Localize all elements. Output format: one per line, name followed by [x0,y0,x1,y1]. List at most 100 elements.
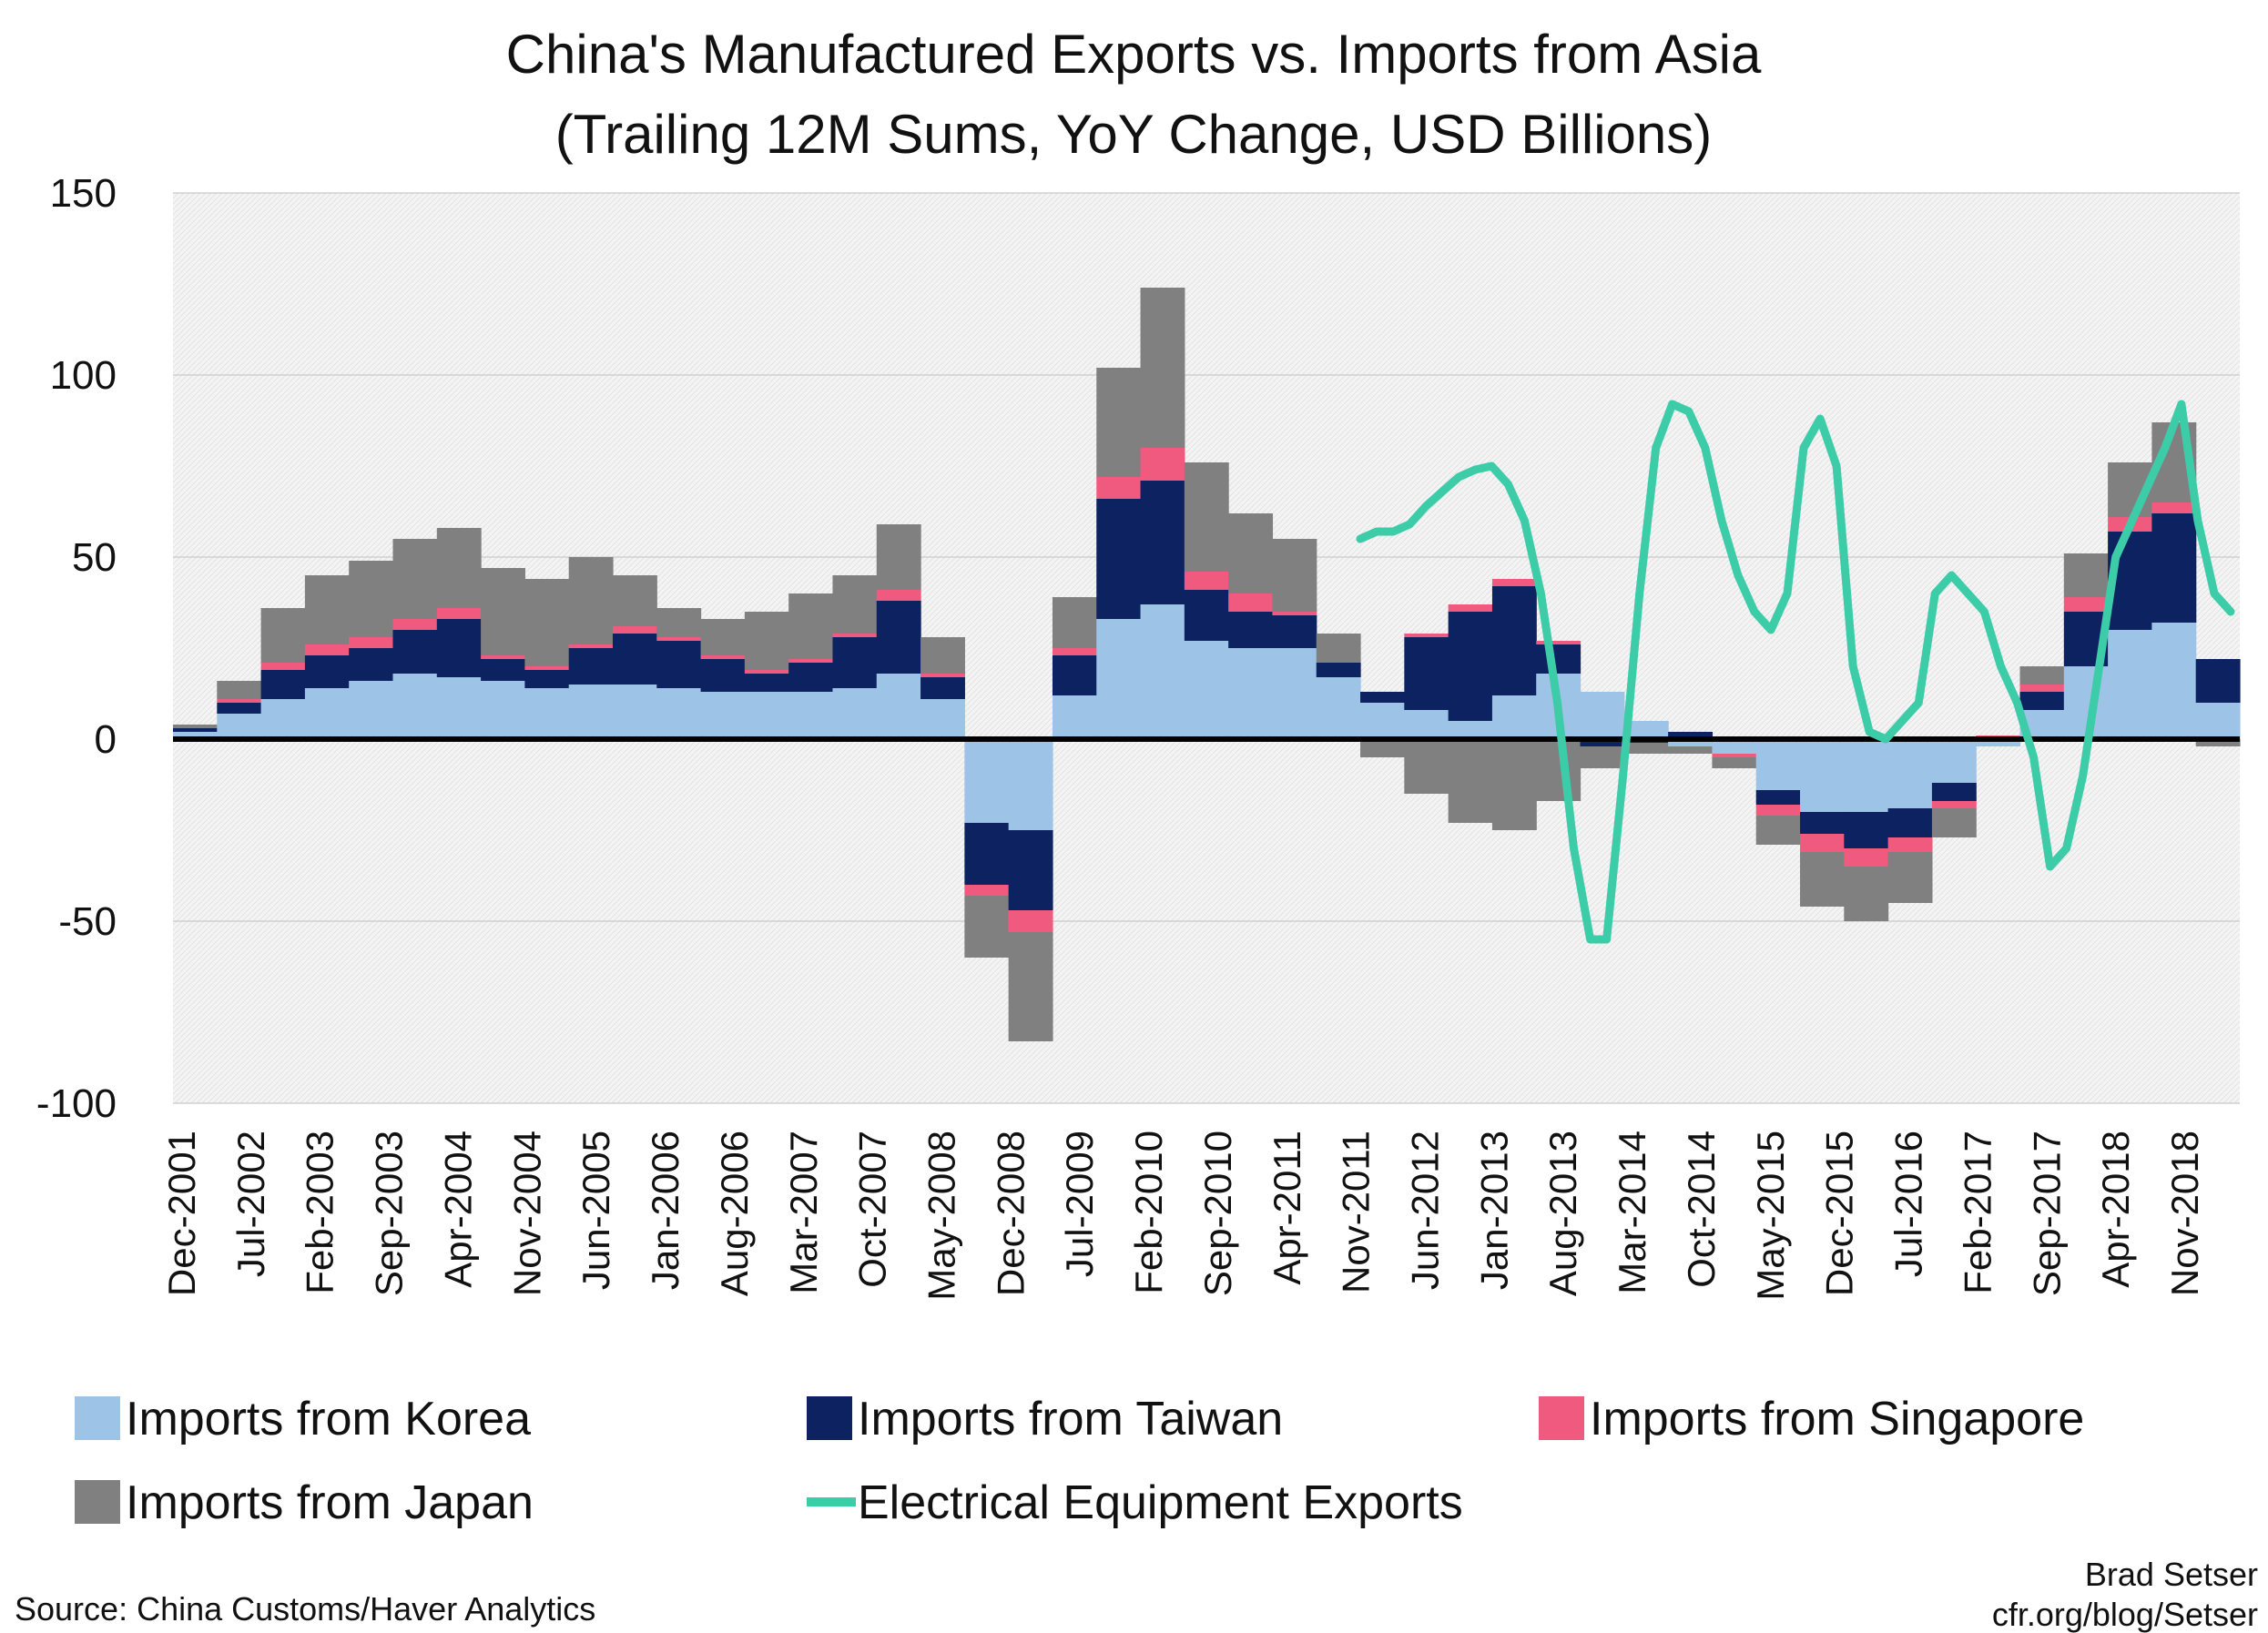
bar-segment [1887,808,1933,837]
bar-segment [349,681,394,739]
x-tick-label: May-2015 [1749,1131,1792,1301]
bar-segment [1844,739,1889,812]
x-tick-label: Dec-2008 [989,1131,1032,1296]
bar-segment [217,714,262,739]
bar-segment [1712,754,1757,757]
bar-segment [1448,604,1493,612]
bar-segment [1404,634,1449,637]
bar-segment [964,739,1010,823]
x-tick-label: Sep-2017 [2025,1131,2068,1296]
x-tick-label: Sep-2010 [1196,1131,1239,1296]
x-tick-label: Apr-2004 [436,1131,479,1288]
bar-segment [260,670,306,699]
bar-segment [173,732,218,739]
legend-swatch-korea [75,1396,120,1440]
bar-segment [1712,757,1757,768]
bar-segment [1316,663,1361,677]
bar-segment [1272,615,1317,648]
bar-segment [2151,623,2197,739]
x-tick-label: May-2008 [920,1131,962,1301]
bar-segment [1755,790,1801,805]
x-tick-label: Feb-2017 [1956,1131,1998,1294]
bar-segment [481,655,525,659]
bar-segment [1140,448,1185,481]
bar-segment [2019,692,2065,710]
y-tick-label: -100 [36,1081,117,1126]
bar-segment [392,674,438,739]
bar-segment [1623,721,1669,739]
bar-segment [1052,648,1097,655]
bar-segment [700,659,746,692]
bar-segment [612,575,657,626]
bar-segment [1536,739,1581,801]
bar-segment [392,630,438,674]
bar-segment [304,688,350,739]
bar-segment [832,575,878,634]
bar-segment [832,688,878,739]
bar-segment [2151,502,2197,513]
bar-segment [260,663,306,670]
legend-label-singapore: Imports from Singapore [1590,1393,2084,1445]
bar-segment [1140,604,1185,739]
bar-segment [1887,837,1933,852]
bar-segment [1755,816,1801,845]
bar-segment [920,637,965,674]
bar-segment [876,590,921,601]
x-tick-label: Jul-2002 [229,1131,272,1277]
bar-segment [1668,732,1714,739]
bar-segment [1096,499,1142,619]
bar-segment [2108,630,2153,739]
bar-segment [788,663,834,692]
bar-segment [1360,692,1405,703]
bar-segment [744,692,789,739]
bar-segment [1448,612,1493,721]
x-tick-label: Nov-2018 [2163,1131,2206,1296]
x-tick-label: Jan-2013 [1472,1131,1515,1290]
x-axis: Dec-2001 Jul-2002 Feb-2003 Sep-2003 Apr-2004… [160,1131,2206,1301]
bar-segment [656,641,702,688]
bar-segment [1272,612,1317,615]
legend-swatch-japan [75,1480,120,1524]
bar-segment [1096,477,1142,499]
bar-segment [1800,739,1845,812]
bar-segment [2195,703,2241,739]
bar-segment [568,685,614,739]
bar-segment [1976,739,2021,746]
y-tick-label: 150 [50,171,117,216]
bar-segment [436,528,482,608]
bar-segment [349,561,394,637]
bar-segment [260,608,306,663]
bar-segment [1448,721,1493,739]
bar-segment [481,681,525,739]
bar-segment [2151,513,2197,623]
bar-segment [1755,805,1801,816]
bar-segment [1184,572,1229,590]
bar-segment [1052,597,1097,648]
bar-segment [1491,695,1537,739]
bar-segment [1491,739,1537,830]
bar-segment [1580,692,1625,739]
bar-segment [1228,593,1274,612]
bar-segment [1580,739,1625,746]
bar-segment [656,688,702,739]
x-tick-label: Nov-2011 [1335,1131,1378,1293]
x-tick-label: Jul-2009 [1058,1131,1101,1277]
bar-segment [876,674,921,739]
legend: Imports from Korea Imports from Taiwan I… [75,1393,2084,1529]
bar-segment [1800,852,1845,907]
legend-label-japan: Imports from Japan [126,1476,534,1529]
bar-segment [217,681,262,699]
bar-segment [1931,808,1977,837]
bar-segment [524,688,570,739]
bar-segment [1316,634,1361,663]
bar-segment [1316,677,1361,739]
bar-segment [1844,867,1889,921]
bar-segment [1096,368,1142,477]
bar-segment [1228,513,1274,593]
bar-segment [964,896,1010,958]
bar-segment [260,699,306,739]
bar-segment [876,601,921,674]
bar-segment [349,648,394,681]
bar-segment [436,619,482,677]
